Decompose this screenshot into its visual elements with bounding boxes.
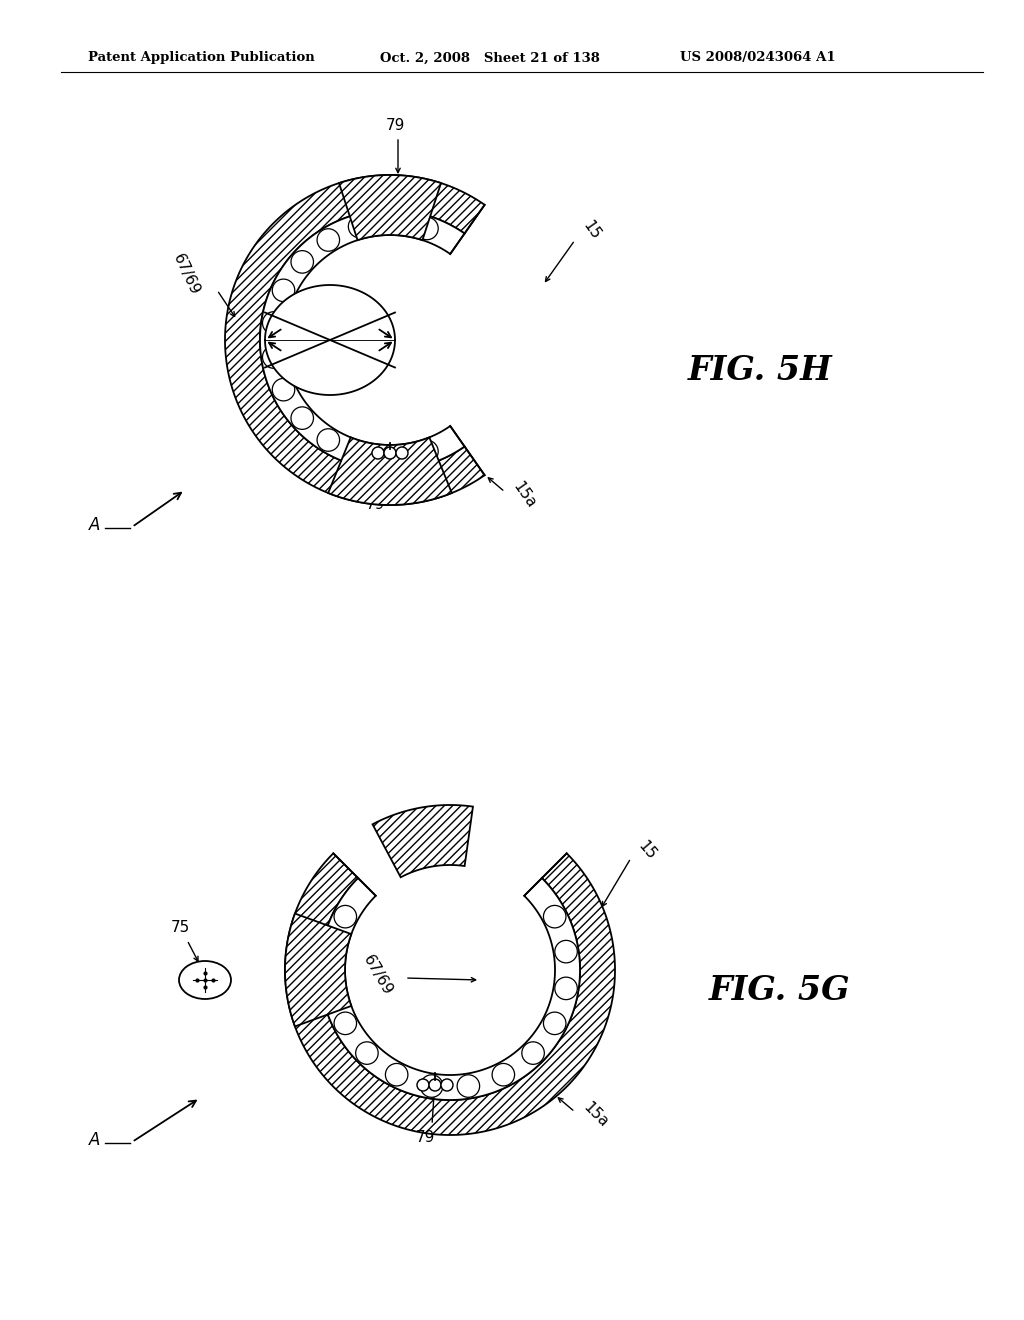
Circle shape bbox=[493, 1064, 515, 1086]
Circle shape bbox=[372, 447, 384, 459]
Polygon shape bbox=[373, 805, 473, 878]
Text: FIG. 5G: FIG. 5G bbox=[710, 974, 851, 1006]
Text: 15: 15 bbox=[635, 838, 658, 862]
Circle shape bbox=[522, 1041, 545, 1064]
Text: 79: 79 bbox=[366, 498, 385, 512]
Text: 75: 75 bbox=[170, 920, 189, 935]
Circle shape bbox=[417, 1078, 429, 1092]
Polygon shape bbox=[225, 176, 484, 506]
Circle shape bbox=[555, 977, 578, 999]
Ellipse shape bbox=[179, 961, 231, 999]
Circle shape bbox=[262, 346, 285, 368]
Text: A: A bbox=[89, 1131, 100, 1148]
Text: Oct. 2, 2008   Sheet 21 of 138: Oct. 2, 2008 Sheet 21 of 138 bbox=[380, 51, 600, 65]
Circle shape bbox=[441, 1078, 453, 1092]
Circle shape bbox=[457, 1074, 479, 1097]
Polygon shape bbox=[265, 341, 395, 395]
Polygon shape bbox=[328, 437, 452, 506]
Circle shape bbox=[416, 218, 438, 240]
Circle shape bbox=[323, 940, 345, 962]
Text: 15a: 15a bbox=[580, 1100, 611, 1130]
Polygon shape bbox=[339, 176, 441, 240]
Circle shape bbox=[382, 211, 404, 234]
Circle shape bbox=[272, 279, 295, 301]
Circle shape bbox=[385, 1064, 408, 1086]
Text: 15: 15 bbox=[580, 218, 603, 242]
Polygon shape bbox=[285, 853, 615, 1135]
Text: A: A bbox=[89, 516, 100, 535]
Polygon shape bbox=[260, 210, 465, 470]
Circle shape bbox=[421, 1074, 442, 1097]
Polygon shape bbox=[265, 285, 395, 341]
Circle shape bbox=[317, 429, 340, 451]
Circle shape bbox=[384, 447, 396, 459]
Circle shape bbox=[291, 251, 313, 273]
Circle shape bbox=[555, 940, 578, 962]
Circle shape bbox=[544, 1012, 566, 1035]
Circle shape bbox=[262, 312, 285, 334]
Circle shape bbox=[396, 447, 408, 459]
Circle shape bbox=[429, 1078, 441, 1092]
Text: 79: 79 bbox=[416, 1130, 434, 1144]
Circle shape bbox=[544, 906, 566, 928]
Text: US 2008/0243064 A1: US 2008/0243064 A1 bbox=[680, 51, 836, 65]
Circle shape bbox=[348, 215, 371, 238]
Circle shape bbox=[334, 1012, 356, 1035]
Text: FIG. 5H: FIG. 5H bbox=[688, 354, 833, 387]
Text: Patent Application Publication: Patent Application Publication bbox=[88, 51, 314, 65]
Text: 79: 79 bbox=[385, 117, 404, 133]
Text: 67/69: 67/69 bbox=[360, 952, 395, 998]
Circle shape bbox=[317, 228, 340, 251]
Text: 67/69: 67/69 bbox=[170, 252, 202, 298]
Circle shape bbox=[272, 379, 295, 401]
Circle shape bbox=[355, 1041, 378, 1064]
Circle shape bbox=[382, 446, 404, 469]
Circle shape bbox=[323, 977, 345, 999]
Circle shape bbox=[291, 407, 313, 429]
Text: 15a: 15a bbox=[510, 479, 539, 511]
Polygon shape bbox=[321, 878, 580, 1100]
Circle shape bbox=[348, 442, 371, 465]
Polygon shape bbox=[285, 913, 351, 1027]
Circle shape bbox=[334, 906, 356, 928]
Circle shape bbox=[416, 441, 438, 463]
